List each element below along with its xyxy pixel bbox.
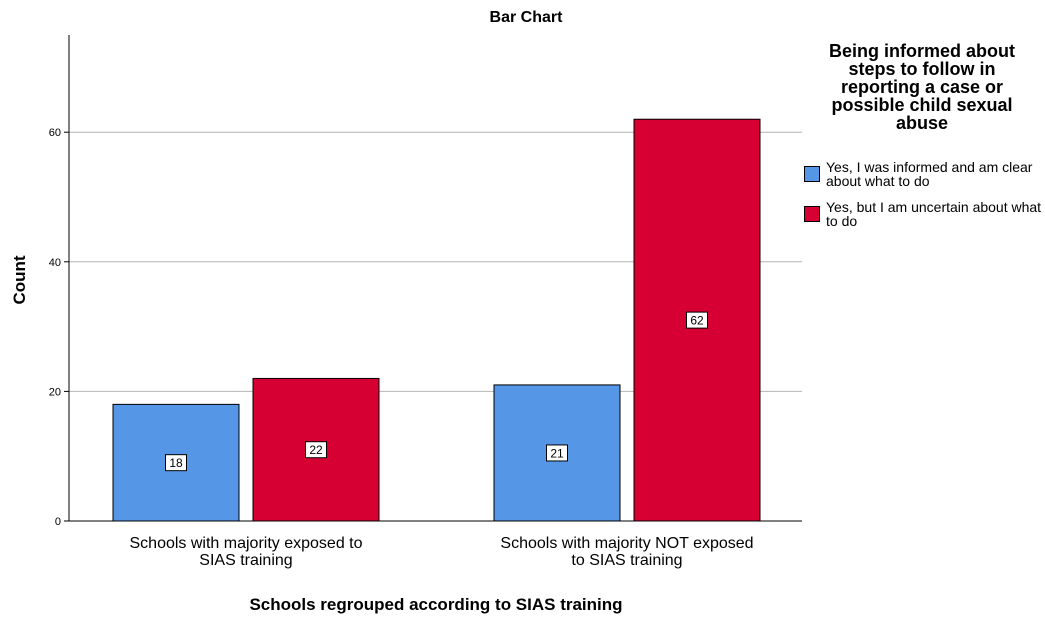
- data-labels: 18 22 21 62: [165, 311, 708, 472]
- y-tick-label: 0: [55, 516, 61, 528]
- legend-title: Being informed about steps to follow in …: [829, 41, 1015, 133]
- legend-swatch-blue: [804, 166, 820, 182]
- data-label: 21: [550, 446, 564, 460]
- x-tick-label: Schools with majority NOT exposed to SIAS…: [500, 535, 753, 569]
- data-label-box: [165, 454, 187, 472]
- bars: [112, 118, 761, 522]
- legend-label: Yes, I was informed and am clear about w…: [826, 159, 1033, 189]
- data-label: 22: [309, 443, 323, 457]
- data-label-box: [305, 441, 327, 459]
- axes: 0 20 40 60 Schools with majority exposed to S…: [49, 35, 802, 569]
- legend-swatch-red: [804, 206, 820, 222]
- chart-title: Bar Chart: [490, 9, 564, 26]
- legend-item-uncertain: Yes, but I am uncertain about what to do: [804, 200, 1045, 228]
- y-axis-label: Count: [10, 255, 29, 304]
- data-label-box: [686, 311, 708, 329]
- x-axis-label: Schools regrouped according to SIAS trai…: [249, 595, 622, 614]
- y-tick-label: 60: [49, 127, 61, 139]
- x-tick-label: Schools with majority exposed to SIAS tra…: [130, 535, 363, 569]
- data-label: 18: [169, 456, 183, 470]
- y-tick-label: 40: [49, 257, 61, 269]
- legend-item-informed-clear: Yes, I was informed and am clear about w…: [804, 160, 1045, 188]
- y-tick-label: 20: [49, 386, 61, 398]
- data-label: 62: [690, 314, 704, 328]
- data-label-box: [546, 444, 568, 462]
- legend-label: Yes, but I am uncertain about what to do: [826, 199, 1042, 229]
